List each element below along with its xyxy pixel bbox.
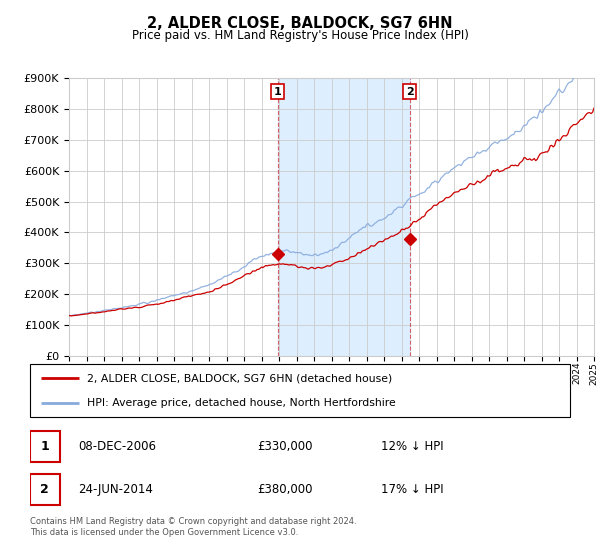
- Text: 1: 1: [40, 440, 49, 453]
- Text: 08-DEC-2006: 08-DEC-2006: [79, 440, 157, 453]
- FancyBboxPatch shape: [30, 431, 60, 462]
- Text: 17% ↓ HPI: 17% ↓ HPI: [381, 483, 443, 496]
- Text: 1: 1: [274, 87, 281, 97]
- Text: 2, ALDER CLOSE, BALDOCK, SG7 6HN (detached house): 2, ALDER CLOSE, BALDOCK, SG7 6HN (detach…: [86, 374, 392, 384]
- Text: 2, ALDER CLOSE, BALDOCK, SG7 6HN: 2, ALDER CLOSE, BALDOCK, SG7 6HN: [147, 16, 453, 31]
- FancyBboxPatch shape: [30, 474, 60, 506]
- Text: Price paid vs. HM Land Registry's House Price Index (HPI): Price paid vs. HM Land Registry's House …: [131, 29, 469, 42]
- Text: HPI: Average price, detached house, North Hertfordshire: HPI: Average price, detached house, Nort…: [86, 398, 395, 408]
- Text: 2: 2: [40, 483, 49, 496]
- Bar: [278, 78, 410, 356]
- Text: 12% ↓ HPI: 12% ↓ HPI: [381, 440, 443, 453]
- Text: £380,000: £380,000: [257, 483, 312, 496]
- Text: £330,000: £330,000: [257, 440, 312, 453]
- Text: Contains HM Land Registry data © Crown copyright and database right 2024.
This d: Contains HM Land Registry data © Crown c…: [30, 517, 356, 536]
- Text: 2: 2: [406, 87, 413, 97]
- FancyBboxPatch shape: [30, 364, 570, 417]
- Text: 24-JUN-2014: 24-JUN-2014: [79, 483, 154, 496]
